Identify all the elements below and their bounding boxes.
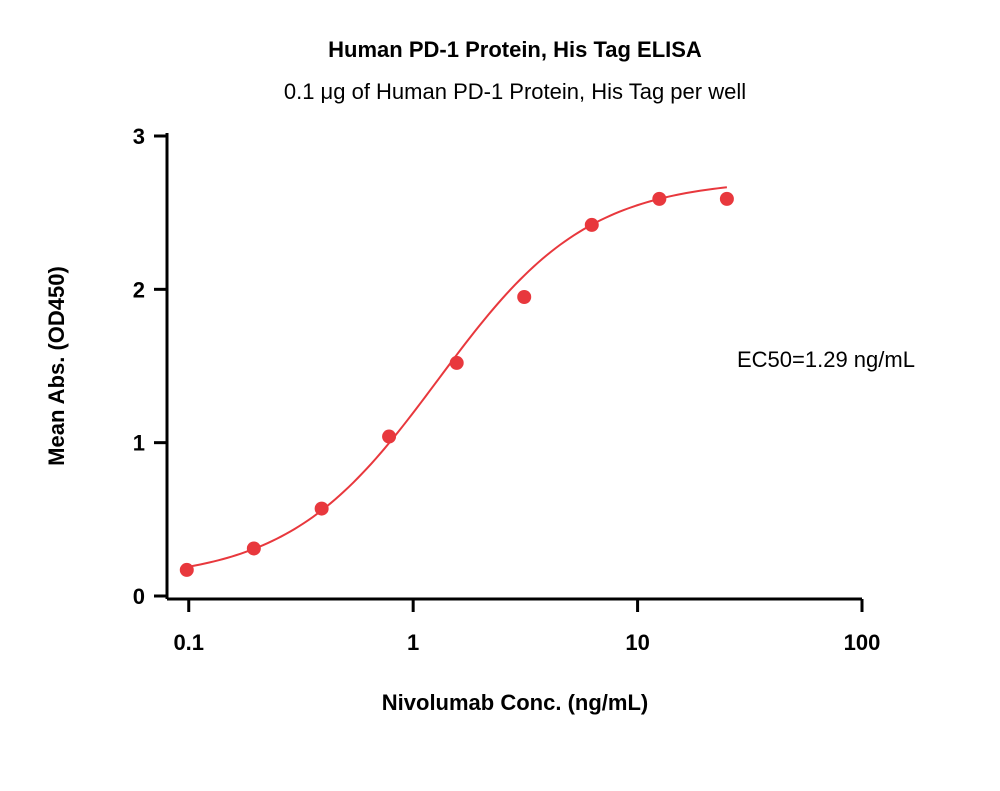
y-tick-label: 1 bbox=[133, 431, 145, 456]
data-point bbox=[246, 541, 261, 556]
y-tick-label: 0 bbox=[133, 584, 145, 609]
y-ticks: 0 1 2 3 bbox=[133, 124, 167, 609]
x-tick-label: 10 bbox=[625, 630, 649, 655]
x-tick-label: 1 bbox=[407, 630, 419, 655]
ec50-annotation: EC50=1.29 ng/mL bbox=[737, 347, 915, 372]
fit-curve bbox=[186, 186, 728, 569]
y-axis-label: Mean Abs. (OD450) bbox=[44, 266, 69, 466]
x-tick-label: 100 bbox=[844, 630, 881, 655]
data-point bbox=[652, 191, 667, 206]
data-point bbox=[179, 562, 194, 577]
data-point bbox=[584, 217, 599, 232]
y-tick-label: 2 bbox=[133, 277, 145, 302]
data-point bbox=[719, 191, 734, 206]
x-ticks: 0.1 1 10 100 bbox=[173, 599, 880, 655]
chart-title: Human PD-1 Protein, His Tag ELISA bbox=[328, 37, 702, 62]
chart-subtitle: 0.1 μg of Human PD-1 Protein, His Tag pe… bbox=[284, 79, 746, 104]
data-points bbox=[179, 191, 734, 577]
y-tick-label: 3 bbox=[133, 124, 145, 149]
data-point bbox=[517, 290, 532, 304]
x-axis-label: Nivolumab Conc. (ng/mL) bbox=[382, 690, 648, 715]
x-tick-label: 0.1 bbox=[173, 630, 204, 655]
data-point bbox=[382, 429, 397, 444]
data-point bbox=[449, 355, 464, 370]
data-point bbox=[314, 501, 329, 516]
